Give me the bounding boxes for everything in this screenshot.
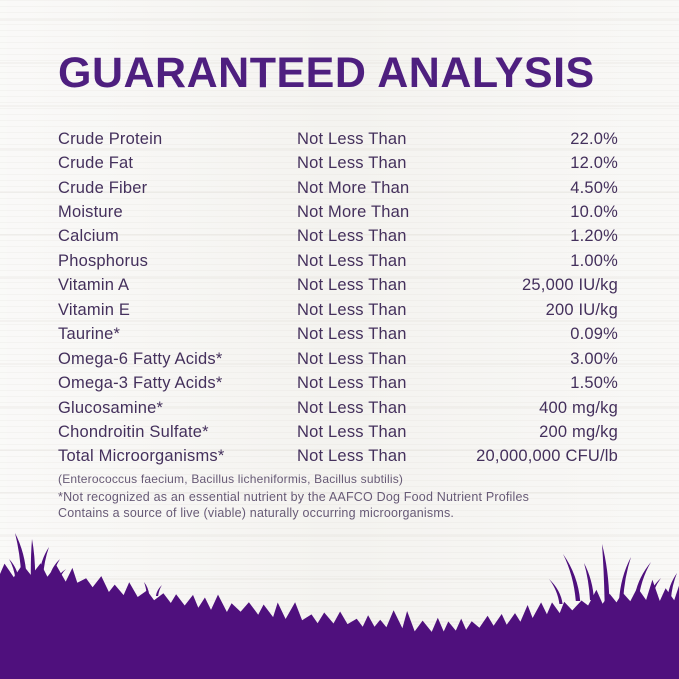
table-row: Omega-3 Fatty Acids* Not Less Than 1.50% [58,371,618,395]
grass-hill-silhouette [0,533,679,679]
nutrient-name: Omega-3 Fatty Acids* [58,374,223,393]
table-row: Calcium Not Less Than 1.20% [58,225,618,249]
nutrient-value: 3.00% [570,349,618,368]
nutrient-name: Crude Fiber [58,178,148,197]
nutrient-condition: Not Less Than [297,349,407,368]
table-row: Phosphorus Not Less Than 1.00% [58,249,618,273]
nutrient-name: Vitamin A [58,276,130,295]
nutrient-name: Crude Fat [58,154,134,173]
nutrient-value: 12.0% [570,154,618,173]
nutrient-condition: Not Less Than [297,374,407,393]
nutrient-name: Phosphorus [58,251,149,270]
nutrient-condition: Not Less Than [297,154,407,173]
nutrient-name: Taurine* [58,325,121,344]
nutrient-condition: Not Less Than [297,251,407,270]
table-row: Vitamin A Not Less Than 25,000 IU/kg [58,274,618,298]
table-row: Moisture Not More Than 10.0% [58,200,618,224]
nutrient-value: 4.50% [570,178,618,197]
nutrient-value: 400 mg/kg [539,398,618,417]
nutrient-condition: Not More Than [297,178,410,197]
nutrient-value: 1.50% [570,374,618,393]
nutrient-name: Moisture [58,203,123,222]
nutrient-name: Calcium [58,227,119,246]
nutrient-condition: Not Less Than [297,422,407,441]
nutrient-name: Chondroitin Sulfate* [58,422,209,441]
table-row: Glucosamine* Not Less Than 400 mg/kg [58,396,618,420]
nutrient-condition: Not Less Than [297,447,407,466]
table-row: Taurine* Not Less Than 0.09% [58,323,618,347]
nutrient-value: 20,000,000 CFU/lb [476,447,618,466]
footnote-line-1: *Not recognized as an essential nutrient… [58,490,530,504]
nutrient-value: 10.0% [570,203,618,222]
page-title: GUARANTEED ANALYSIS [58,49,595,97]
nutrient-value: 200 IU/kg [545,300,618,319]
footnote-line-2: Contains a source of live (viable) natur… [58,505,455,520]
table-row: Vitamin E Not Less Than 200 IU/kg [58,298,618,322]
hill-silhouette [0,563,679,679]
nutrient-condition: Not More Than [297,203,410,222]
nutrient-value: 1.00% [570,251,618,270]
nutrient-value: 25,000 IU/kg [522,276,618,295]
nutrient-name: Omega-6 Fatty Acids* [58,349,223,368]
table-row: Total Microorganisms* Not Less Than 20,0… [58,445,618,469]
nutrient-table: Crude Protein Not Less Than 22.0% Crude … [58,127,618,469]
nutrient-condition: Not Less Than [297,227,407,246]
table-row: Crude Fiber Not More Than 4.50% [58,176,618,200]
nutrient-condition: Not Less Than [297,276,407,295]
nutrient-condition: Not Less Than [297,398,407,417]
nutrient-name: Total Microorganisms* [58,447,225,466]
nutrient-condition: Not Less Than [297,129,407,148]
nutrient-value: 200 mg/kg [539,422,618,441]
nutrient-name: Vitamin E [58,300,131,319]
nutrient-name: Glucosamine* [58,398,164,417]
table-row: Crude Protein Not Less Than 22.0% [58,127,618,151]
nutrient-condition: Not Less Than [297,300,407,319]
nutrient-value: 1.20% [570,227,618,246]
nutrient-condition: Not Less Than [297,325,407,344]
nutrient-value: 22.0% [570,129,618,148]
aafco-footnote: *Not recognized as an essential nutrient… [58,490,529,521]
table-row: Omega-6 Fatty Acids* Not Less Than 3.00% [58,347,618,371]
microorganism-strains-note: (Enterococcus faecium, Bacillus lichenif… [58,472,404,486]
table-row: Crude Fat Not Less Than 12.0% [58,151,618,175]
nutrient-name: Crude Protein [58,129,163,148]
table-row: Chondroitin Sulfate* Not Less Than 200 m… [58,420,618,444]
nutrient-value: 0.09% [570,325,618,344]
